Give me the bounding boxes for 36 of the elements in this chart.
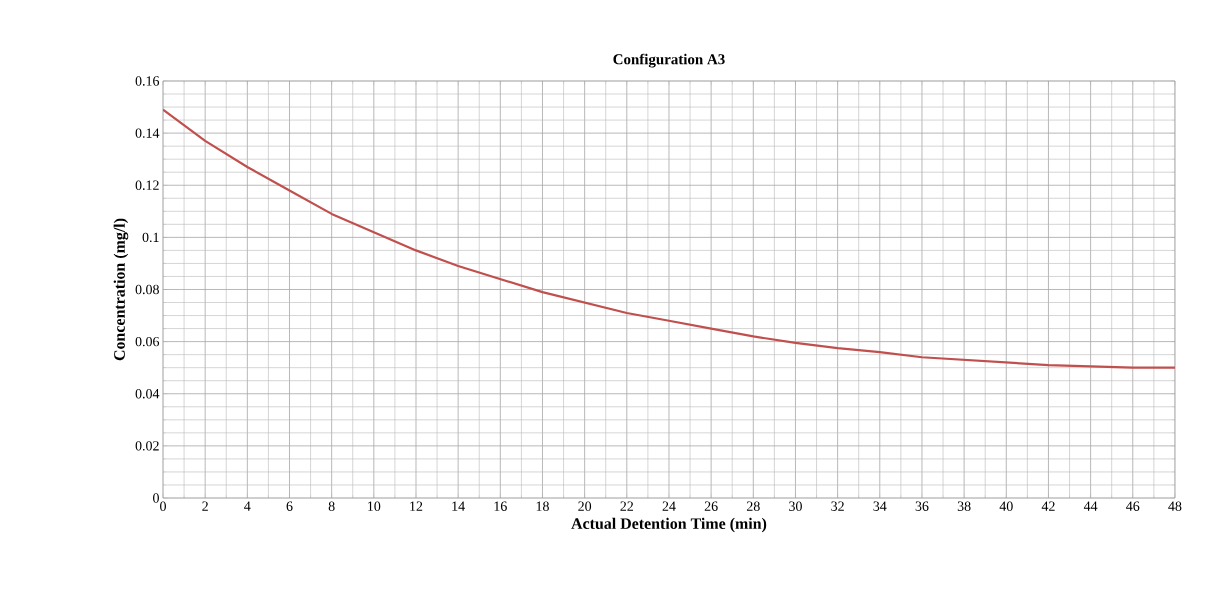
y-tick-label: 0.14 [135,128,160,138]
x-tick-label: 28 [746,501,760,511]
x-tick-label: 18 [536,501,549,511]
y-tick-label: 0.16 [135,76,160,86]
y-tick-label: 0.08 [135,284,159,295]
y-tick-label: 0 [153,493,159,503]
x-axis-title: Actual Detention Time (min) [571,517,767,533]
x-tick-label: 36 [915,501,929,511]
x-tick-label: 26 [704,501,718,511]
x-tick-label: 48 [1168,501,1182,511]
x-tick-label: 22 [620,501,634,511]
x-tick-label: 38 [957,501,971,511]
x-tick-label: 46 [1126,501,1140,511]
y-tick-label: 0.1 [142,232,159,243]
y-axis-title: Concentration (mg/l) [113,218,129,361]
x-tick-label: 44 [1083,501,1098,511]
y-tick-label: 0.06 [135,336,160,347]
x-tick-label: 4 [244,501,251,511]
x-tick-label: 24 [662,501,676,511]
x-tick-label: 6 [286,501,293,511]
x-tick-label: 30 [789,501,802,511]
y-tick-label: 0.04 [135,389,160,399]
x-tick-label: 20 [578,501,592,511]
x-tick-label: 12 [410,501,423,511]
x-tick-label: 34 [873,501,887,511]
x-tick-label: 40 [999,501,1013,511]
x-tick-label: 2 [202,501,208,511]
x-tick-label: 16 [494,501,507,511]
x-tick-label: 32 [831,501,844,511]
x-tick-label: 42 [1041,501,1055,511]
chart-title: Configuration A3 [613,53,725,68]
x-tick-label: 14 [452,501,465,511]
x-tick-label: 10 [368,501,381,511]
x-tick-label: 8 [328,501,335,511]
y-tick-label: 0.12 [135,180,159,190]
y-tick-label: 0.02 [135,441,159,451]
